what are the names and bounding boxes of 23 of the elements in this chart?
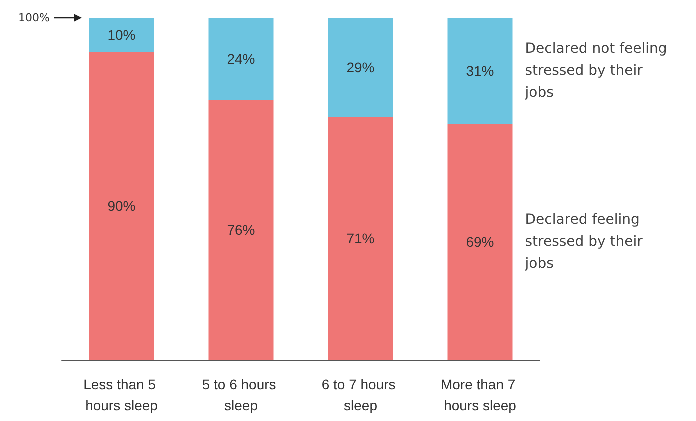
bar bbox=[328, 117, 394, 360]
bar bbox=[208, 100, 274, 360]
data-label: 76% bbox=[227, 222, 256, 238]
data-label: 10% bbox=[108, 27, 136, 44]
data-label: 71% bbox=[346, 230, 375, 247]
series-label: Declared feeling stressed by their jobs bbox=[525, 211, 644, 274]
bar bbox=[89, 18, 154, 52]
text: 100% bbox=[18, 12, 50, 24]
data-label: 69% bbox=[466, 234, 494, 250]
data-label: 90% bbox=[108, 198, 136, 214]
bar bbox=[448, 18, 513, 124]
x-tick-label: Less than 5 hours sleep bbox=[84, 376, 160, 414]
bar bbox=[328, 18, 394, 118]
bar bbox=[448, 124, 513, 360]
data-label: 31% bbox=[466, 63, 494, 80]
bar bbox=[89, 52, 154, 360]
x-tick-label: 6 to 7 hours sleep bbox=[322, 376, 400, 414]
bar bbox=[208, 18, 274, 100]
data-label: 29% bbox=[346, 60, 375, 76]
series-label: Declared not feeling stressed by their jobs bbox=[525, 40, 668, 103]
data-label: 24% bbox=[227, 51, 256, 68]
x-tick-label: More than 7 hours sleep bbox=[440, 376, 520, 414]
x-tick-label: 5 to 6 hours sleep bbox=[202, 376, 280, 414]
